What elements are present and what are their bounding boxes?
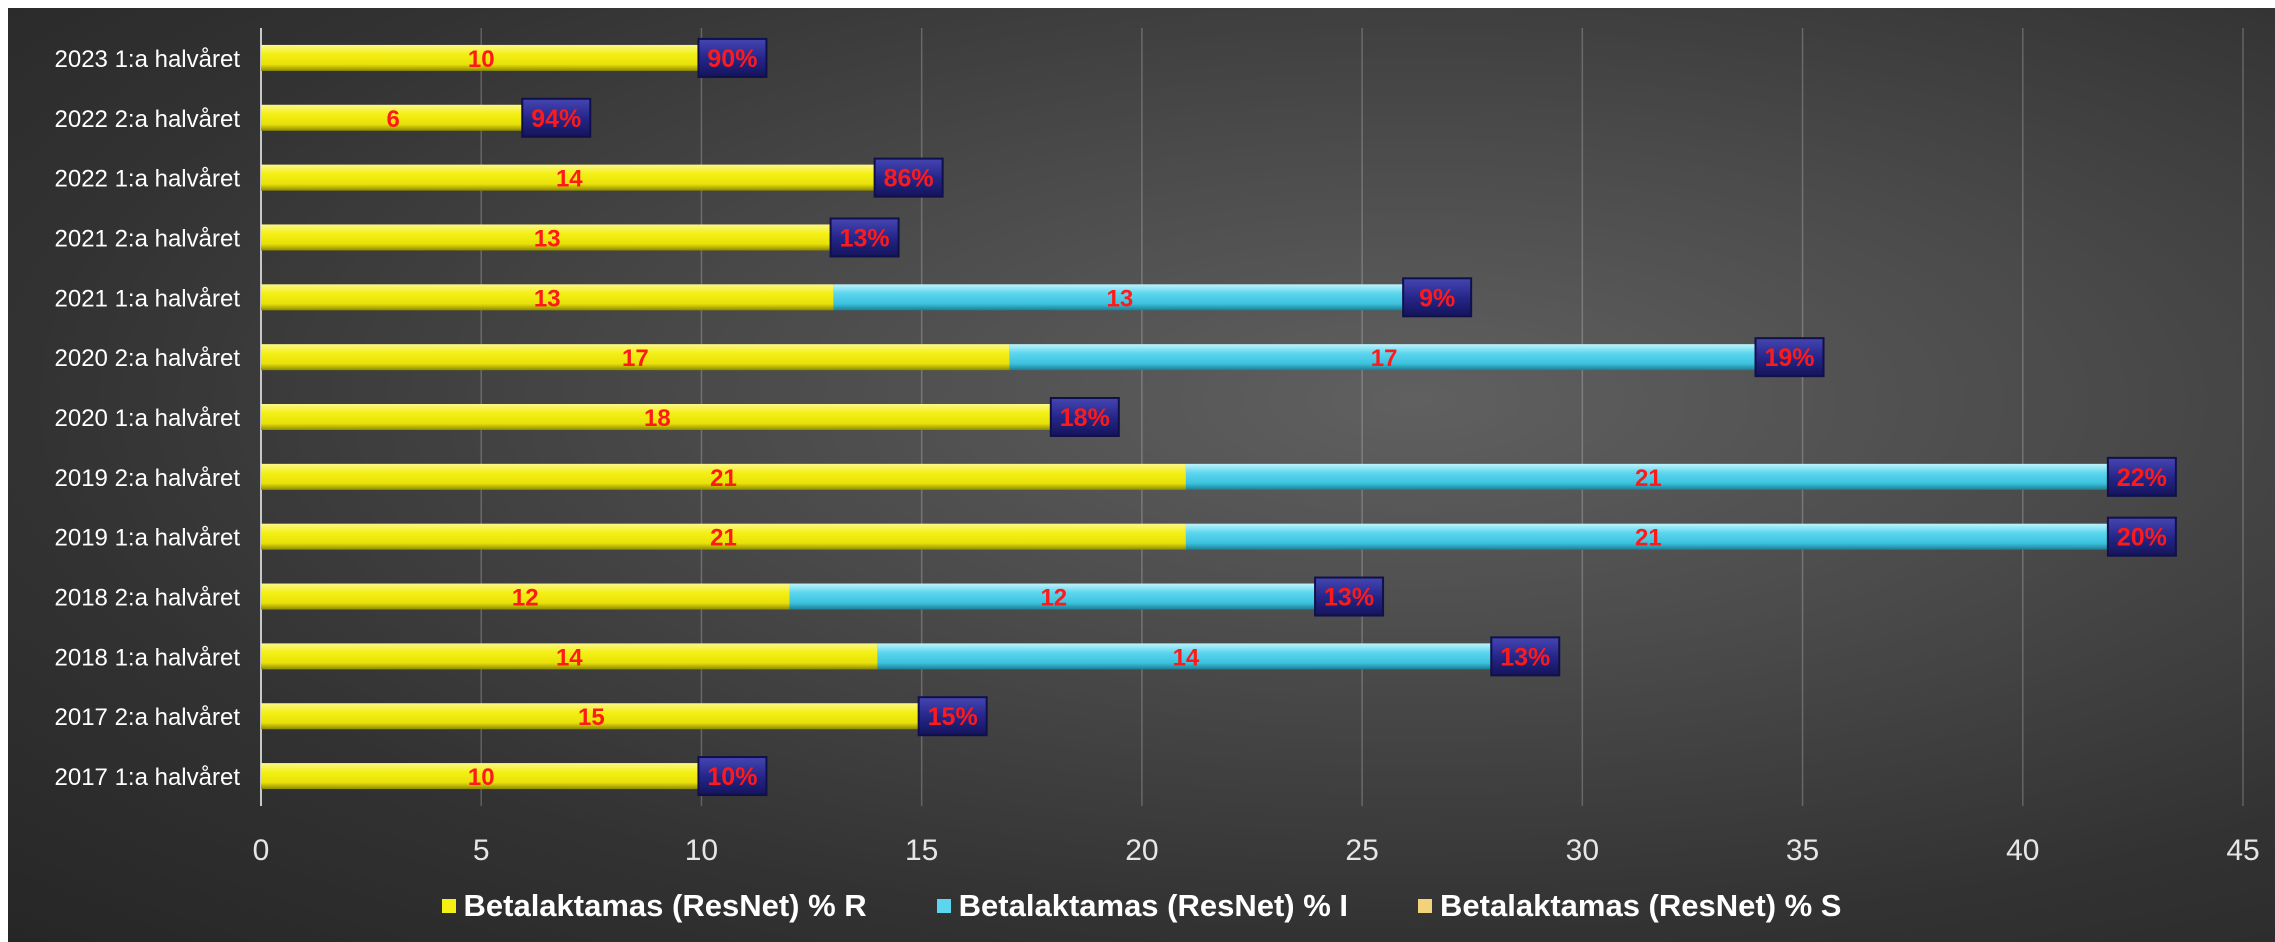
bar-r-2: [261, 643, 878, 670]
data-label-r-0: 10: [468, 764, 495, 791]
end-label-9: 13%: [840, 224, 890, 252]
end-label-4: 20%: [2117, 524, 2167, 552]
end-label-box-9: [829, 217, 900, 258]
data-label-r-12: 10: [468, 46, 495, 73]
legend-swatch-i: [936, 899, 951, 913]
x-tick-label-2: 10: [685, 834, 718, 867]
x-tick-label-7: 35: [1786, 834, 1819, 867]
data-label-r-10: 14: [556, 166, 583, 193]
data-label-r-8: 13: [534, 285, 561, 312]
bar-r-6: [261, 404, 1054, 430]
end-label-box-4: [2106, 516, 2177, 557]
end-label-box-5: [2106, 456, 2177, 497]
legend-swatch-s: [1418, 899, 1433, 913]
legend-item-i: Betalaktamas (ResNet) % I: [936, 888, 1349, 924]
x-tick-label-6: 30: [1566, 834, 1599, 867]
end-label-box-8: [1402, 277, 1473, 318]
end-label-2: 13%: [1500, 643, 1550, 671]
x-tick-label-9: 45: [2226, 834, 2259, 867]
end-label-6: 18%: [1060, 404, 1110, 432]
end-label-box-1: [917, 696, 988, 737]
end-label-box-2: [1490, 636, 1561, 677]
legend-label-r: Betalaktamas (ResNet) % R: [463, 888, 867, 923]
bar-r-12: [261, 44, 702, 71]
bar-r-1: [261, 703, 922, 730]
data-label-r-3: 12: [512, 585, 539, 612]
data-label-r-7: 17: [622, 345, 649, 372]
category-label-1: 2017 2:a halvåret: [55, 704, 241, 731]
end-label-box-0: [697, 756, 768, 797]
data-label-i-8: 13: [1107, 285, 1134, 312]
category-label-3: 2018 2:a halvåret: [55, 585, 241, 612]
category-label-10: 2022 1:a halvåret: [55, 166, 241, 193]
bar-r-4: [261, 523, 1186, 550]
x-tick-label-3: 15: [905, 834, 938, 867]
data-label-r-2: 14: [556, 644, 583, 671]
x-tick-label-4: 20: [1125, 834, 1158, 867]
bar-i-7: [1009, 344, 1759, 371]
bar-r-3: [261, 583, 790, 610]
data-label-i-3: 12: [1040, 585, 1067, 612]
bar-i-4: [1185, 523, 2111, 550]
bar-r-7: [261, 344, 1010, 371]
data-label-r-1: 15: [578, 704, 605, 731]
x-tick-label-5: 25: [1345, 834, 1378, 867]
bar-i-2: [877, 643, 1495, 670]
bar-i-5: [1185, 463, 2111, 490]
end-label-box-10: [873, 157, 944, 198]
end-label-3: 13%: [1324, 584, 1374, 612]
legend-label-s: Betalaktamas (ResNet) % S: [1440, 888, 1842, 923]
end-label-box-6: [1049, 397, 1120, 437]
end-label-box-7: [1754, 337, 1825, 378]
data-label-i-7: 17: [1371, 345, 1398, 372]
bar-r-9: [261, 224, 834, 251]
data-label-r-11: 6: [386, 106, 399, 133]
data-label-r-6: 18: [644, 405, 671, 432]
bar-r-0: [261, 763, 702, 790]
bar-r-8: [261, 284, 834, 311]
bar-i-8: [833, 284, 1407, 311]
data-label-i-4: 21: [1635, 525, 1662, 552]
bar-r-5: [261, 463, 1186, 490]
category-label-12: 2023 1:a halvåret: [55, 46, 241, 73]
legend-item-s: Betalaktamas (ResNet) % S: [1418, 888, 1842, 924]
end-label-5: 22%: [2117, 464, 2167, 492]
category-label-9: 2021 2:a halvåret: [55, 225, 241, 252]
category-label-4: 2019 1:a halvåret: [55, 525, 241, 552]
bar-chart: 0 5 10 15 20 25 30 35 40 45 2017 1:a halvåret 2017 …: [55, 28, 2260, 867]
chart-area: 0 5 10 15 20 25 30 35 40 45 2017 1:a halvåret 2017 …: [8, 8, 2275, 942]
bar-r-11: [261, 104, 526, 131]
data-label-r-4: 21: [710, 525, 737, 552]
bar-r-10: [261, 164, 878, 191]
x-tick-label-8: 40: [2006, 834, 2039, 867]
legend-label-i: Betalaktamas (ResNet) % I: [958, 888, 1349, 923]
category-label-8: 2021 1:a halvåret: [55, 285, 241, 312]
end-label-10: 86%: [884, 165, 934, 193]
legend-item-r: Betalaktamas (ResNet) % R: [441, 888, 867, 924]
data-label-r-9: 13: [534, 225, 561, 252]
x-tick-label-0: 0: [253, 834, 270, 867]
end-label-8: 9%: [1419, 284, 1455, 312]
category-label-7: 2020 2:a halvåret: [55, 345, 241, 372]
legend-swatch-r: [441, 899, 456, 913]
end-label-11: 94%: [531, 105, 581, 133]
category-label-11: 2022 2:a halvåret: [55, 106, 241, 133]
end-label-box-11: [521, 97, 592, 138]
end-label-box-12: [697, 37, 768, 78]
data-label-i-2: 14: [1173, 644, 1200, 671]
legend: Betalaktamas (ResNet) % R Betalaktamas (…: [8, 888, 2275, 924]
data-label-i-5: 21: [1635, 465, 1662, 492]
bar-i-3: [789, 583, 1319, 610]
end-label-1: 15%: [928, 703, 978, 731]
end-label-7: 19%: [1764, 344, 1814, 372]
end-label-0: 10%: [707, 763, 757, 791]
category-label-5: 2019 2:a halvåret: [55, 465, 241, 492]
category-label-0: 2017 1:a halvåret: [55, 764, 241, 791]
end-label-box-3: [1314, 576, 1385, 617]
data-label-r-5: 21: [710, 465, 737, 492]
category-label-2: 2018 1:a halvåret: [55, 644, 241, 671]
end-label-12: 90%: [707, 45, 757, 73]
category-label-6: 2020 1:a halvåret: [55, 405, 241, 432]
x-tick-label-1: 5: [473, 834, 490, 867]
